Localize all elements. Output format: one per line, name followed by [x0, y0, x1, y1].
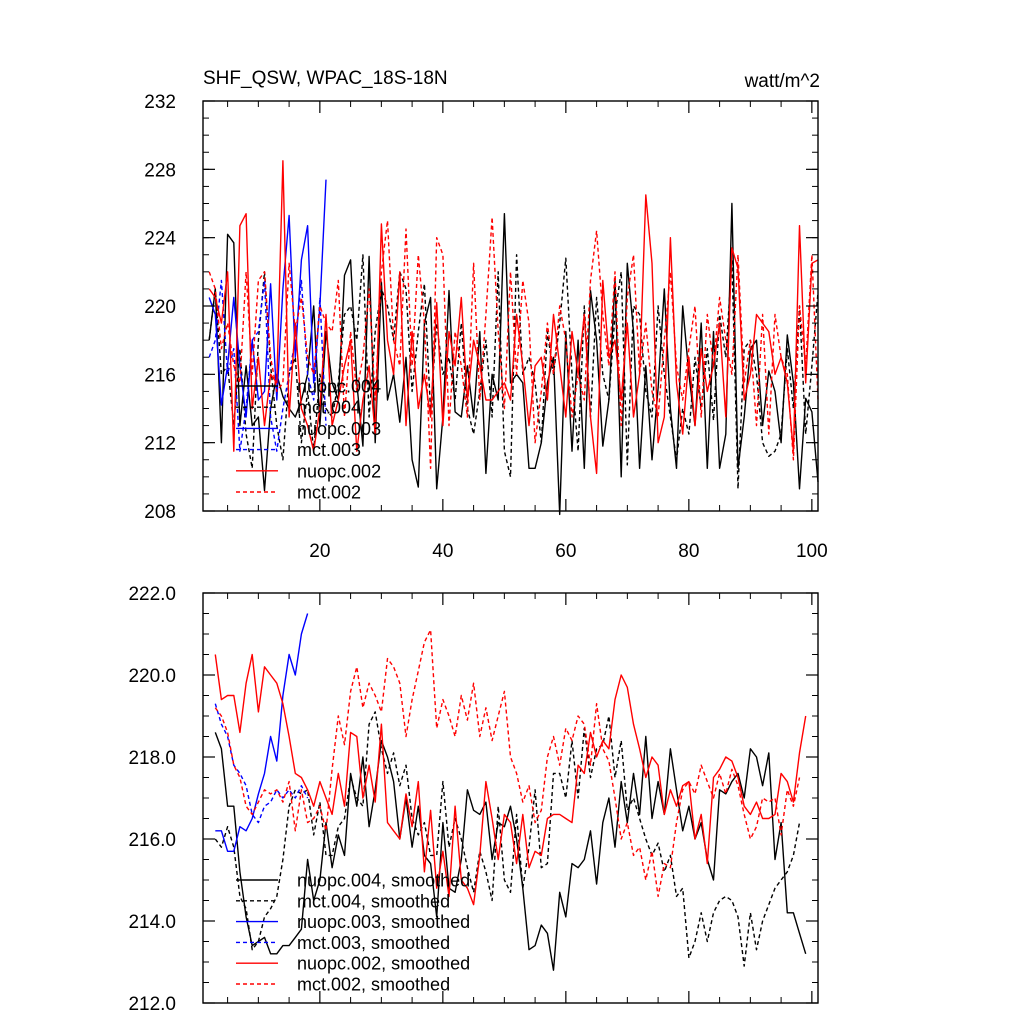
top-ytick-label: 212: [144, 434, 176, 455]
top-series-line-nuopc-004: [208, 202, 819, 516]
top-legend-label-mct-002: mct.002: [297, 483, 361, 503]
top-ytick-label: 228: [144, 160, 176, 181]
bottom-series-line-mct-002-smoothed: [214, 629, 801, 898]
top-series-layer: [208, 160, 819, 516]
top-xtick-label: 20: [309, 541, 330, 562]
top-legend-label-nuopc-002: nuopc.002: [297, 461, 381, 481]
top-series-line-nuopc-002: [208, 160, 819, 475]
bottom-legend-label-nuopc-004-smoothed: nuopc.004, smoothed: [297, 871, 470, 891]
bottom-ytick-label: 216.0: [128, 830, 176, 851]
bottom-series-line-mct-003-smoothed: [214, 703, 309, 824]
top-series-line-mct-003: [208, 279, 327, 452]
bottom-legend-label-mct-004-smoothed: mct.004, smoothed: [297, 891, 450, 911]
bottom-legend-label-nuopc-003-smoothed: nuopc.003, smoothed: [297, 912, 470, 932]
top-ytick-label: 208: [144, 502, 176, 523]
top-ytick-label: 224: [144, 229, 176, 250]
bottom-legend-label-mct-003-smoothed: mct.003, smoothed: [297, 933, 450, 953]
bottom-ytick-label: 218.0: [128, 748, 176, 769]
top-ytick-label: 232: [144, 92, 176, 113]
bottom-ytick-label: 212.0: [128, 994, 176, 1015]
top-xtick-label: 60: [555, 541, 576, 562]
bottom-axes: 212.0 214.0 216.0 218.0 220.0 222.0: [128, 584, 818, 1015]
top-chart-units: watt/m^2: [744, 71, 820, 92]
bottom-series-line-mct-004-smoothed: [214, 711, 801, 967]
top-ytick-label: 216: [144, 365, 176, 386]
top-chart-title: SHF_QSW, WPAC_18S-18N: [203, 68, 448, 89]
top-legend-label-nuopc-004: nuopc.004: [297, 377, 381, 397]
bottom-ytick-label: 214.0: [128, 912, 176, 933]
top-legend-label-mct-004: mct.004: [297, 398, 361, 418]
bottom-panel: 212.0 214.0 216.0 218.0 220.0 222.0 nuopc.004…: [128, 584, 819, 1015]
bottom-series-line-nuopc-002-smoothed: [214, 653, 807, 906]
bottom-ytick-label: 220.0: [128, 666, 176, 687]
bottom-series-line-nuopc-003-smoothed: [215, 613, 309, 852]
bottom-legend-label-nuopc-002-smoothed: nuopc.002, smoothed: [297, 954, 470, 974]
bottom-ytick-label: 222.0: [128, 584, 176, 605]
top-xtick-label: 40: [432, 541, 453, 562]
top-ytick-label: 220: [144, 297, 176, 318]
top-legend-label-nuopc-003: nuopc.003: [297, 419, 381, 439]
bottom-series-layer: [214, 613, 807, 971]
top-axes: 208 212 216 220 224 228 232 20 40 60 80 100: [144, 92, 827, 562]
top-xtick-label: 100: [796, 541, 828, 562]
top-panel: SHF_QSW, WPAC_18S-18N watt/m^2 208 212 216…: [144, 68, 827, 562]
bottom-legend-label-mct-002-smoothed: mct.002, smoothed: [297, 975, 450, 995]
top-legend-label-mct-003: mct.003: [297, 440, 361, 460]
top-series-line-mct-002: [208, 216, 819, 469]
top-xtick-label: 80: [678, 541, 699, 562]
top-legend: nuopc.004mct.004nuopc.003mct.003nuopc.00…: [236, 377, 381, 503]
